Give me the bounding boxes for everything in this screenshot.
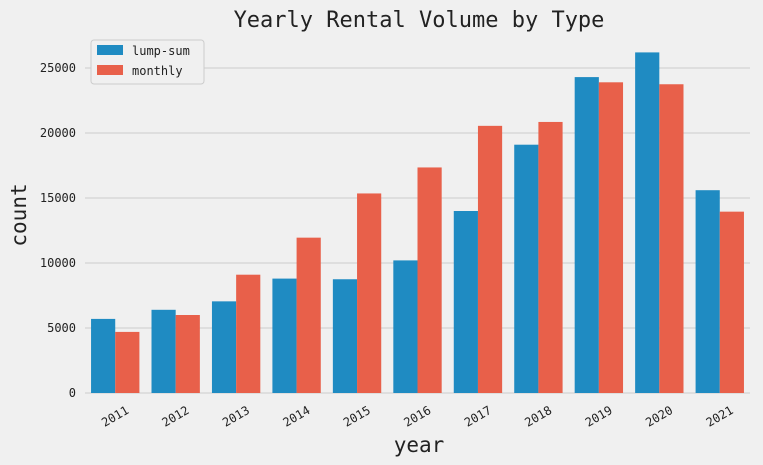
bar-monthly-2014 [296,237,321,393]
bar-lump-sum-2019 [574,77,599,393]
y-axis-label: count [7,183,31,246]
bar-monthly-2013 [236,274,261,393]
y-tick-labels: 0 5000 10000 15000 20000 25000 [40,61,76,400]
bar-lump-sum-2012 [151,309,176,393]
bar-lump-sum-2014 [272,278,297,393]
bar-monthly-2020 [659,84,684,393]
bar-monthly-2021 [719,211,744,393]
bar-monthly-2019 [598,82,624,394]
bars [91,52,744,394]
bar-monthly-2016 [417,167,442,393]
bar-monthly-2018 [538,121,563,393]
y-tick-label: 5000 [47,321,76,335]
legend-swatch-monthly [97,65,123,75]
bar-lump-sum-2015 [332,279,358,393]
chart-title: Yearly Rental Volume by Type [234,8,605,33]
y-tick-label: 20000 [40,126,76,140]
bar-lump-sum-2017 [453,211,478,393]
legend-label-lump-sum: lump-sum [132,44,190,58]
legend-label-monthly: monthly [132,64,183,78]
y-tick-label: 0 [69,386,76,400]
bar-lump-sum-2018 [514,144,539,393]
bar-monthly-2011 [115,331,140,393]
legend: lump-sum monthly [90,39,205,85]
bar-lump-sum-2020 [635,52,660,394]
bar-lump-sum-2011 [91,318,116,393]
y-tick-label: 10000 [40,256,76,270]
y-tick-label: 15000 [40,191,76,205]
bar-monthly-2017 [477,125,503,393]
bar-lump-sum-2021 [695,190,720,393]
bar-lump-sum-2016 [393,260,418,393]
bar-monthly-2012 [175,315,200,393]
y-tick-label: 25000 [40,61,76,75]
x-axis-label: year [394,433,445,457]
bar-lump-sum-2013 [211,301,237,393]
legend-swatch-lump-sum [97,45,123,55]
bar-monthly-2015 [357,193,382,393]
